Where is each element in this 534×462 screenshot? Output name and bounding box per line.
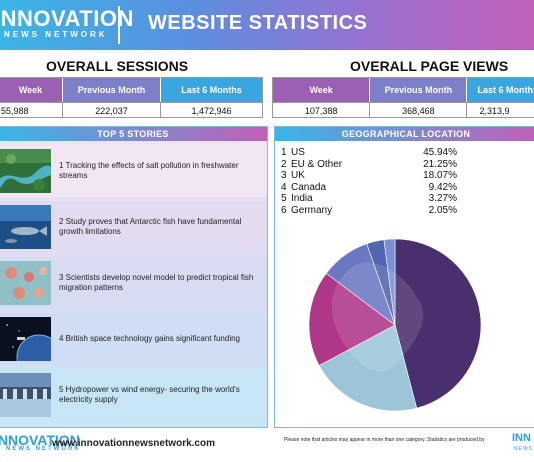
geo-row-3: 3 UK 18.07% (281, 170, 457, 181)
footer-logo2-text[interactable]: INN (512, 432, 531, 444)
geo-title: GEOGRAPHICAL LOCATION (275, 127, 534, 141)
antarctic-fish-image (0, 205, 51, 249)
fish-model-image (0, 261, 51, 305)
logo-text[interactable]: INNOVATION (0, 6, 134, 31)
stories-panel: TOP 5 STORIES 1 Tracking the effects of … (0, 126, 268, 428)
footer-logo2-subtext: NEWS (514, 446, 533, 452)
header-banner: INNOVATION NEWS NETWORK WEBSITE STATISTI… (0, 0, 534, 50)
story-item-5[interactable]: 5 Hydropower vs wind energy- securing th… (0, 369, 267, 421)
footer-url-link[interactable]: www.innovationnewsnetwork.com (52, 438, 215, 449)
geo-row-1: 1 US 45.94% (281, 147, 457, 158)
stories-title: TOP 5 STORIES (0, 127, 267, 141)
story-item-4[interactable]: 4 British space technology gains signifi… (0, 313, 267, 365)
pageviews-value-month: 368,468 (370, 103, 468, 118)
logo-subtext: NEWS NETWORK (4, 30, 108, 39)
story-item-1[interactable]: 1 Tracking the effects of salt pollution… (0, 145, 267, 197)
sessions-value-week: 55,988 (0, 103, 63, 118)
pageviews-header-month: Previous Month (370, 78, 468, 102)
sessions-header-week: Week (0, 78, 63, 102)
sessions-header-6months: Last 6 Months (161, 78, 262, 102)
header-divider (118, 6, 120, 44)
pageviews-title: OVERALL PAGE VIEWS (350, 58, 509, 74)
geo-row-2: 2 EU & Other 21.25% (281, 158, 457, 170)
pie-slice-germany (383, 238, 396, 326)
story-title-4[interactable]: 4 British space technology gains signifi… (59, 334, 240, 343)
story-title-3[interactable]: 3 Scientists develop novel model to pred… (59, 273, 254, 292)
footer-note: Please note that articles may appear in … (284, 437, 485, 443)
sessions-value-month: 222,037 (63, 103, 161, 118)
geo-row-6: 6 Germany 2.05% (281, 204, 457, 216)
story-item-3[interactable]: 3 Scientists develop novel model to pred… (0, 257, 267, 309)
footer-logo-subtext: NEWS NETWORK (6, 446, 81, 452)
pageviews-table: Week Previous Month Last 6 Months 107,38… (272, 77, 534, 118)
space-technology-image (0, 317, 51, 361)
pie-slice-uk (308, 272, 396, 366)
sessions-value-6months: 1,472,946 (191, 105, 232, 116)
sessions-header-month: Previous Month (63, 78, 161, 102)
geo-panel: GEOGRAPHICAL LOCATION 1 US 45.94% 2 EU & Ot… (274, 126, 534, 428)
pie-slice-eu-other (318, 324, 418, 412)
page-title: WEBSITE STATISTICS (148, 12, 368, 34)
pageviews-header-6months: Last 6 Months (467, 78, 534, 102)
story-title-2[interactable]: 2 Study proves that Antarctic fish have … (59, 217, 242, 236)
pie-slice-us (394, 238, 482, 409)
pageviews-header-week: Week (273, 78, 371, 102)
pageviews-value-6months: 2,313,9 (479, 105, 510, 116)
story-title-5[interactable]: 5 Hydropower vs wind energy- securing th… (59, 385, 240, 404)
geo-pie-chart (308, 238, 482, 412)
sessions-table: Week Previous Month Last 6 Months 55,988… (0, 77, 263, 118)
geo-row-4: 4 Canada 9.42% (281, 181, 457, 193)
footer-logo-text[interactable]: INNOVATION (0, 432, 80, 448)
geo-row-5: 5 India 3.27% (281, 193, 457, 204)
pageviews-value-week: 107,388 (273, 103, 371, 118)
story-item-2[interactable]: 2 Study proves that Antarctic fish have … (0, 201, 267, 253)
sessions-title: OVERALL SESSIONS (46, 58, 189, 74)
story-title-1[interactable]: 1 Tracking the effects of salt pollution… (59, 161, 239, 180)
hydropower-image (0, 373, 51, 417)
globe-overlay (331, 262, 424, 372)
salt-pollution-image (0, 149, 51, 193)
